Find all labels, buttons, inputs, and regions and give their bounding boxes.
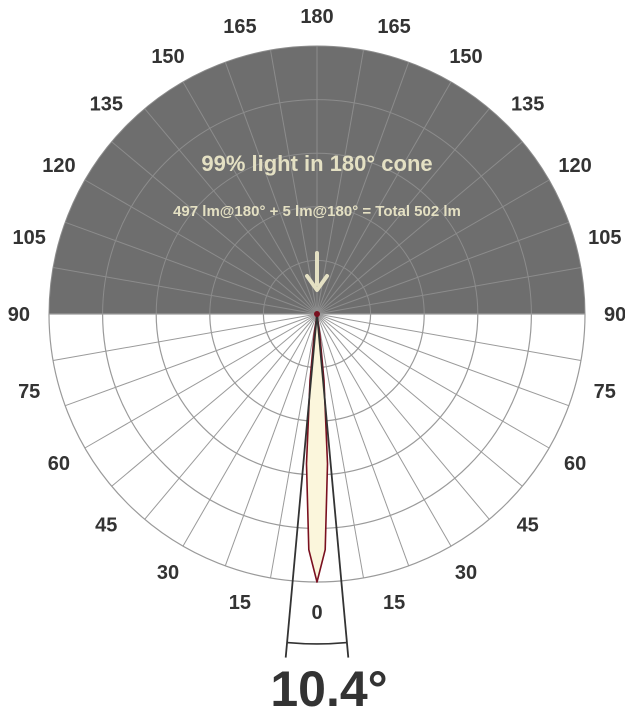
angle-label-15-left: 15 [229,592,251,614]
angle-label-135-left: 135 [90,93,123,115]
angle-label-105-left: 105 [13,227,46,249]
angle-label-150-left: 150 [151,46,184,68]
angle-label-180-left: 180 [300,6,333,28]
beam-angle-label: 10.4° [270,661,387,713]
angle-label-135-right: 135 [511,93,544,115]
angle-label-60-right: 60 [564,453,586,475]
angle-label-120-left: 120 [42,155,75,177]
grid-spoke-40-left [145,314,317,519]
angle-label-15-right: 15 [383,592,405,614]
light-source-dot [314,311,320,317]
angle-label-150-right: 150 [449,46,482,68]
angle-label-60-left: 60 [48,453,70,475]
angle-label-165-left: 165 [223,16,256,38]
beam-angle-arc [287,643,347,644]
angle-label-105-right: 105 [588,227,621,249]
lumen-summary-text: 497 lm@180° + 5 lm@180° = Total 502 lm [173,203,461,220]
angle-label-75-left: 75 [18,381,40,403]
angle-label-45-right: 45 [517,515,539,537]
grid-spoke-40-right [317,314,489,519]
angle-label-165-right: 165 [377,16,410,38]
angle-label-120-right: 120 [558,155,591,177]
angle-label-45-left: 45 [95,515,117,537]
headline-text: 99% light in 180° cone [201,151,432,176]
angle-label-30-right: 30 [455,562,477,584]
grid-spoke-50-left [112,314,317,486]
angle-label-30-left: 30 [157,562,179,584]
angle-label-75-right: 75 [594,381,616,403]
grid-spoke-50-right [317,314,522,486]
angle-label-90-left: 90 [8,304,30,326]
angle-label-0-left: 0 [311,602,322,624]
angle-label-90-right: 90 [604,304,625,326]
